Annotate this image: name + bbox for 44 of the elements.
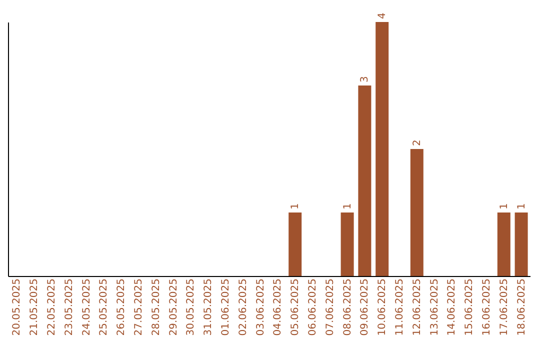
x-tick-label: 25.05.2025	[98, 278, 110, 336]
x-tick-label: 12.06.2025	[412, 278, 423, 336]
bar	[340, 212, 354, 276]
x-tick-label: 15.06.2025	[464, 278, 476, 336]
x-tick-label: 18.06.2025	[516, 278, 528, 336]
data-label: 1	[342, 203, 354, 210]
x-tick-label: 10.06.2025	[377, 278, 388, 336]
x-tick-label: 11.06.2025	[394, 278, 406, 336]
x-tick-label: 09.06.2025	[360, 278, 371, 336]
x-tick-label: 02.06.2025	[238, 278, 249, 336]
x-tick-label: 03.06.2025	[255, 278, 266, 336]
x-tick-label: 20.05.2025	[12, 278, 23, 336]
x-tick-label: 31.05.2025	[203, 278, 214, 336]
data-label: 4	[377, 12, 388, 19]
x-tick-label: 07.06.2025	[324, 278, 336, 336]
x-tick-label: 22.05.2025	[46, 278, 58, 336]
x-tick-label: 30.05.2025	[186, 278, 197, 336]
x-tick-label: 27.05.2025	[134, 278, 144, 336]
data-label: 2	[412, 140, 423, 146]
x-tick-label: 01.06.2025	[220, 278, 232, 336]
bar	[288, 212, 302, 276]
bar	[410, 149, 424, 276]
bar	[497, 212, 510, 276]
x-tick-label: 17.06.2025	[498, 278, 510, 336]
x-tick-label: 21.05.2025	[29, 278, 40, 336]
x-tick-label: 14.06.2025	[446, 278, 458, 336]
x-tick-label: 29.05.2025	[168, 278, 180, 336]
x-tick-label: 16.06.2025	[482, 278, 492, 336]
data-label: 1	[498, 203, 510, 210]
bar	[514, 212, 528, 276]
x-tick-label: 05.06.2025	[290, 278, 302, 336]
x-tick-label: 24.05.2025	[81, 278, 92, 336]
x-tick-label: 08.06.2025	[342, 278, 354, 336]
data-label: 3	[360, 76, 371, 82]
x-tick-label: 26.05.2025	[116, 278, 128, 336]
data-label: 1	[516, 203, 528, 210]
x-tick-label: 28.05.2025	[150, 278, 162, 336]
data-label: 1	[290, 203, 302, 210]
x-tick-label: 13.06.2025	[429, 278, 440, 336]
bar	[376, 22, 389, 276]
x-tick-label: 06.06.2025	[308, 278, 318, 336]
x-tick-label: 04.06.2025	[272, 278, 284, 336]
bar	[358, 86, 372, 276]
x-tick-label: 23.05.2025	[64, 278, 75, 336]
